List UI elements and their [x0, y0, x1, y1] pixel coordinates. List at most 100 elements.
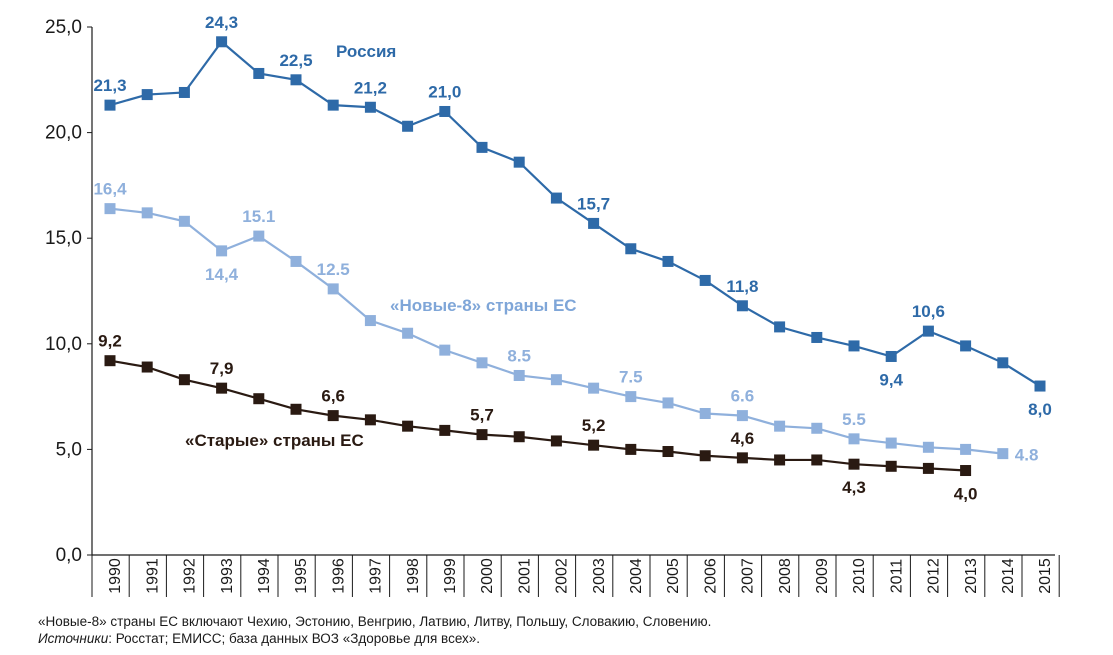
- data-label: 22,5: [279, 51, 312, 70]
- series-0-point: [402, 120, 414, 132]
- series-1-point: [141, 207, 153, 219]
- series-line-2: [109, 359, 966, 472]
- x-tick-label: 2011: [888, 559, 905, 594]
- series-0-point: [178, 86, 190, 98]
- data-label: 16,4: [93, 180, 127, 199]
- x-tick-label: 1992: [182, 558, 199, 594]
- series-1-point: [625, 391, 637, 403]
- series-0-point: [960, 340, 972, 352]
- series-2-point: [178, 374, 190, 386]
- y-tick-label: 10,0: [45, 334, 82, 355]
- series-1-point: [476, 357, 488, 369]
- series-1-point: [774, 420, 786, 432]
- x-tick-label: 2014: [1000, 558, 1017, 594]
- x-tick-label: 2001: [516, 558, 533, 594]
- x-tick-label: 1993: [219, 558, 236, 594]
- data-label: 7.5: [619, 368, 643, 387]
- series-label-1: «Новые-8» страны ЕС: [390, 296, 577, 315]
- series-label-2: «Старые» страны ЕС: [185, 431, 364, 450]
- data-label: 21,3: [93, 76, 126, 95]
- series-2-point: [922, 462, 934, 474]
- series-0-point: [588, 217, 600, 229]
- data-label: 9,2: [98, 332, 122, 351]
- series-1-point: [513, 369, 525, 381]
- y-axis-ticks: 0,0 5,0 10,0 15,0 20,0 25,0: [45, 17, 92, 566]
- data-label: 12.5: [317, 260, 350, 279]
- series-1-point: [104, 203, 116, 215]
- series-0-point: [104, 99, 116, 111]
- series-0-point: [625, 243, 637, 255]
- data-label: 7,9: [210, 359, 234, 378]
- series-1-point: [885, 437, 897, 449]
- data-label: 11,8: [726, 277, 758, 296]
- data-label: 5,2: [582, 416, 606, 435]
- x-tick-label: 2009: [814, 558, 831, 594]
- series-1-point: [662, 397, 674, 409]
- series-0-point: [513, 156, 525, 168]
- x-axis-ticks: 1990 1991 1992 1993 1994 1995 1996 1997 1998 1999…: [91, 555, 1060, 597]
- series-2-point: [476, 429, 488, 441]
- series-1-point: [290, 255, 302, 267]
- series-1-point: [327, 283, 339, 295]
- y-tick-label: 5,0: [56, 439, 82, 460]
- footnote-new8: «Новые-8» страны ЕС включают Чехию, Эсто…: [38, 614, 712, 629]
- series-2-point: [364, 414, 376, 426]
- y-tick-label: 20,0: [45, 123, 82, 144]
- series-0-point: [253, 67, 265, 79]
- series-1-point: [922, 441, 934, 453]
- x-tick-label: 2008: [777, 558, 794, 594]
- series-1-point: [811, 422, 823, 434]
- series-0-point: [699, 274, 711, 286]
- series-0-point: [774, 321, 786, 333]
- series-1-point: [960, 443, 972, 455]
- series-line-1: [109, 207, 1003, 455]
- x-tick-label: 2015: [1037, 558, 1054, 594]
- data-label: 21,2: [354, 78, 387, 97]
- series-group: [104, 36, 1046, 477]
- series-1-point: [550, 374, 562, 386]
- series-2-point: [253, 393, 265, 405]
- x-tick-label: 1999: [442, 558, 459, 594]
- y-tick-label: 0,0: [56, 545, 82, 566]
- footnote-sources: Источники: Росстат; ЕМИСС; база данных В…: [38, 630, 711, 647]
- series-2-point: [774, 454, 786, 466]
- series-0-point: [439, 105, 451, 117]
- series-0-point: [885, 350, 897, 362]
- series-1-point: [588, 382, 600, 394]
- series-0-point: [550, 192, 562, 204]
- x-tick-label: 2003: [591, 558, 608, 594]
- data-label: 10,6: [912, 302, 945, 321]
- data-label: 21,0: [428, 82, 461, 101]
- series-2-point: [625, 443, 637, 455]
- x-tick-label: 2000: [479, 558, 496, 594]
- line-chart: 0,05,010,015,020,025,0 1990 1991 1992 1993 1…: [45, 13, 1060, 597]
- data-label: 8,0: [1028, 400, 1052, 419]
- x-tick-label: 2013: [963, 558, 980, 594]
- data-label: 4,0: [954, 485, 978, 504]
- series-0-point: [476, 141, 488, 153]
- footnotes: «Новые-8» страны ЕС включают Чехию, Эсто…: [38, 613, 711, 647]
- series-2-point: [216, 382, 228, 394]
- x-tick-label: 1998: [405, 558, 422, 594]
- x-tick-label: 2002: [554, 558, 571, 594]
- series-2-point: [699, 450, 711, 462]
- x-tick-label: 1996: [330, 558, 347, 594]
- series-1-point: [216, 245, 228, 257]
- data-label: 6,6: [321, 387, 345, 406]
- series-0-point: [736, 300, 748, 312]
- series-2-point: [588, 439, 600, 451]
- sources-text: : Росстат; ЕМИСС; база данных ВОЗ «Здоро…: [108, 631, 481, 646]
- x-tick-label: 1995: [293, 558, 310, 594]
- series-0-point: [811, 331, 823, 343]
- x-tick-label: 1991: [144, 558, 161, 594]
- series-1-point: [848, 433, 860, 445]
- series-1-point: [402, 327, 414, 339]
- series-2-point: [885, 460, 897, 472]
- data-label: 5.5: [842, 410, 866, 429]
- series-line-0: [109, 40, 1041, 387]
- series-2-point: [662, 446, 674, 458]
- x-tick-label: 2005: [665, 558, 682, 594]
- series-labels: Россия «Новые-8» страны ЕС «Старые» страны…: [185, 42, 577, 450]
- series-0-point: [327, 99, 339, 111]
- x-tick-label: 2007: [740, 558, 757, 594]
